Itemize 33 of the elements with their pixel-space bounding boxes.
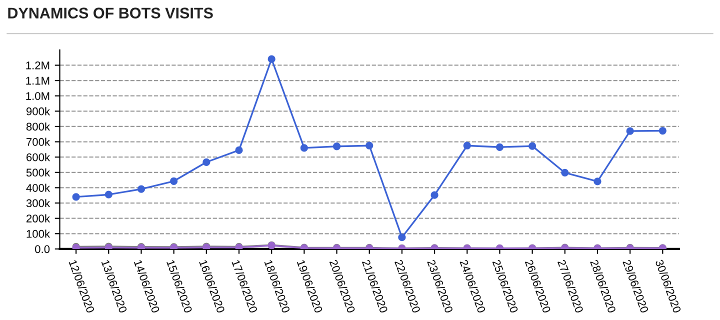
y-tick-label: 0.0 [35, 245, 50, 254]
point [366, 142, 374, 150]
point [72, 193, 80, 201]
point [300, 144, 308, 152]
y-tick-label: 1.2M [26, 62, 50, 70]
y-tick-label: 700k [26, 138, 50, 146]
point [170, 177, 178, 185]
point [202, 158, 210, 166]
point [268, 55, 276, 63]
chart-title: DYNAMICS OF BOTS VISITS [8, 8, 213, 18]
y-tick-label: 800k [26, 122, 50, 131]
point [496, 143, 504, 151]
y-tick-label: 1.1M [26, 76, 50, 85]
y-tick-label: 900k [26, 107, 50, 116]
point [398, 234, 406, 242]
point [626, 127, 634, 135]
y-tick-label: 300k [26, 199, 50, 208]
point [658, 126, 666, 135]
y-tick-label: 400k [26, 184, 50, 192]
y-tick-label: 100k [26, 230, 50, 238]
point [561, 168, 569, 177]
y-tick-label: 600k [26, 153, 50, 162]
y-tick-label: 1.0M [26, 92, 50, 100]
point [594, 178, 602, 186]
point [528, 142, 536, 150]
point [430, 191, 438, 199]
y-tick-label: 200k [26, 214, 50, 222]
point [332, 142, 341, 150]
point [104, 190, 112, 198]
point [137, 185, 146, 193]
y-tick-label: 500k [26, 168, 50, 177]
point [235, 146, 243, 154]
point [463, 142, 471, 150]
